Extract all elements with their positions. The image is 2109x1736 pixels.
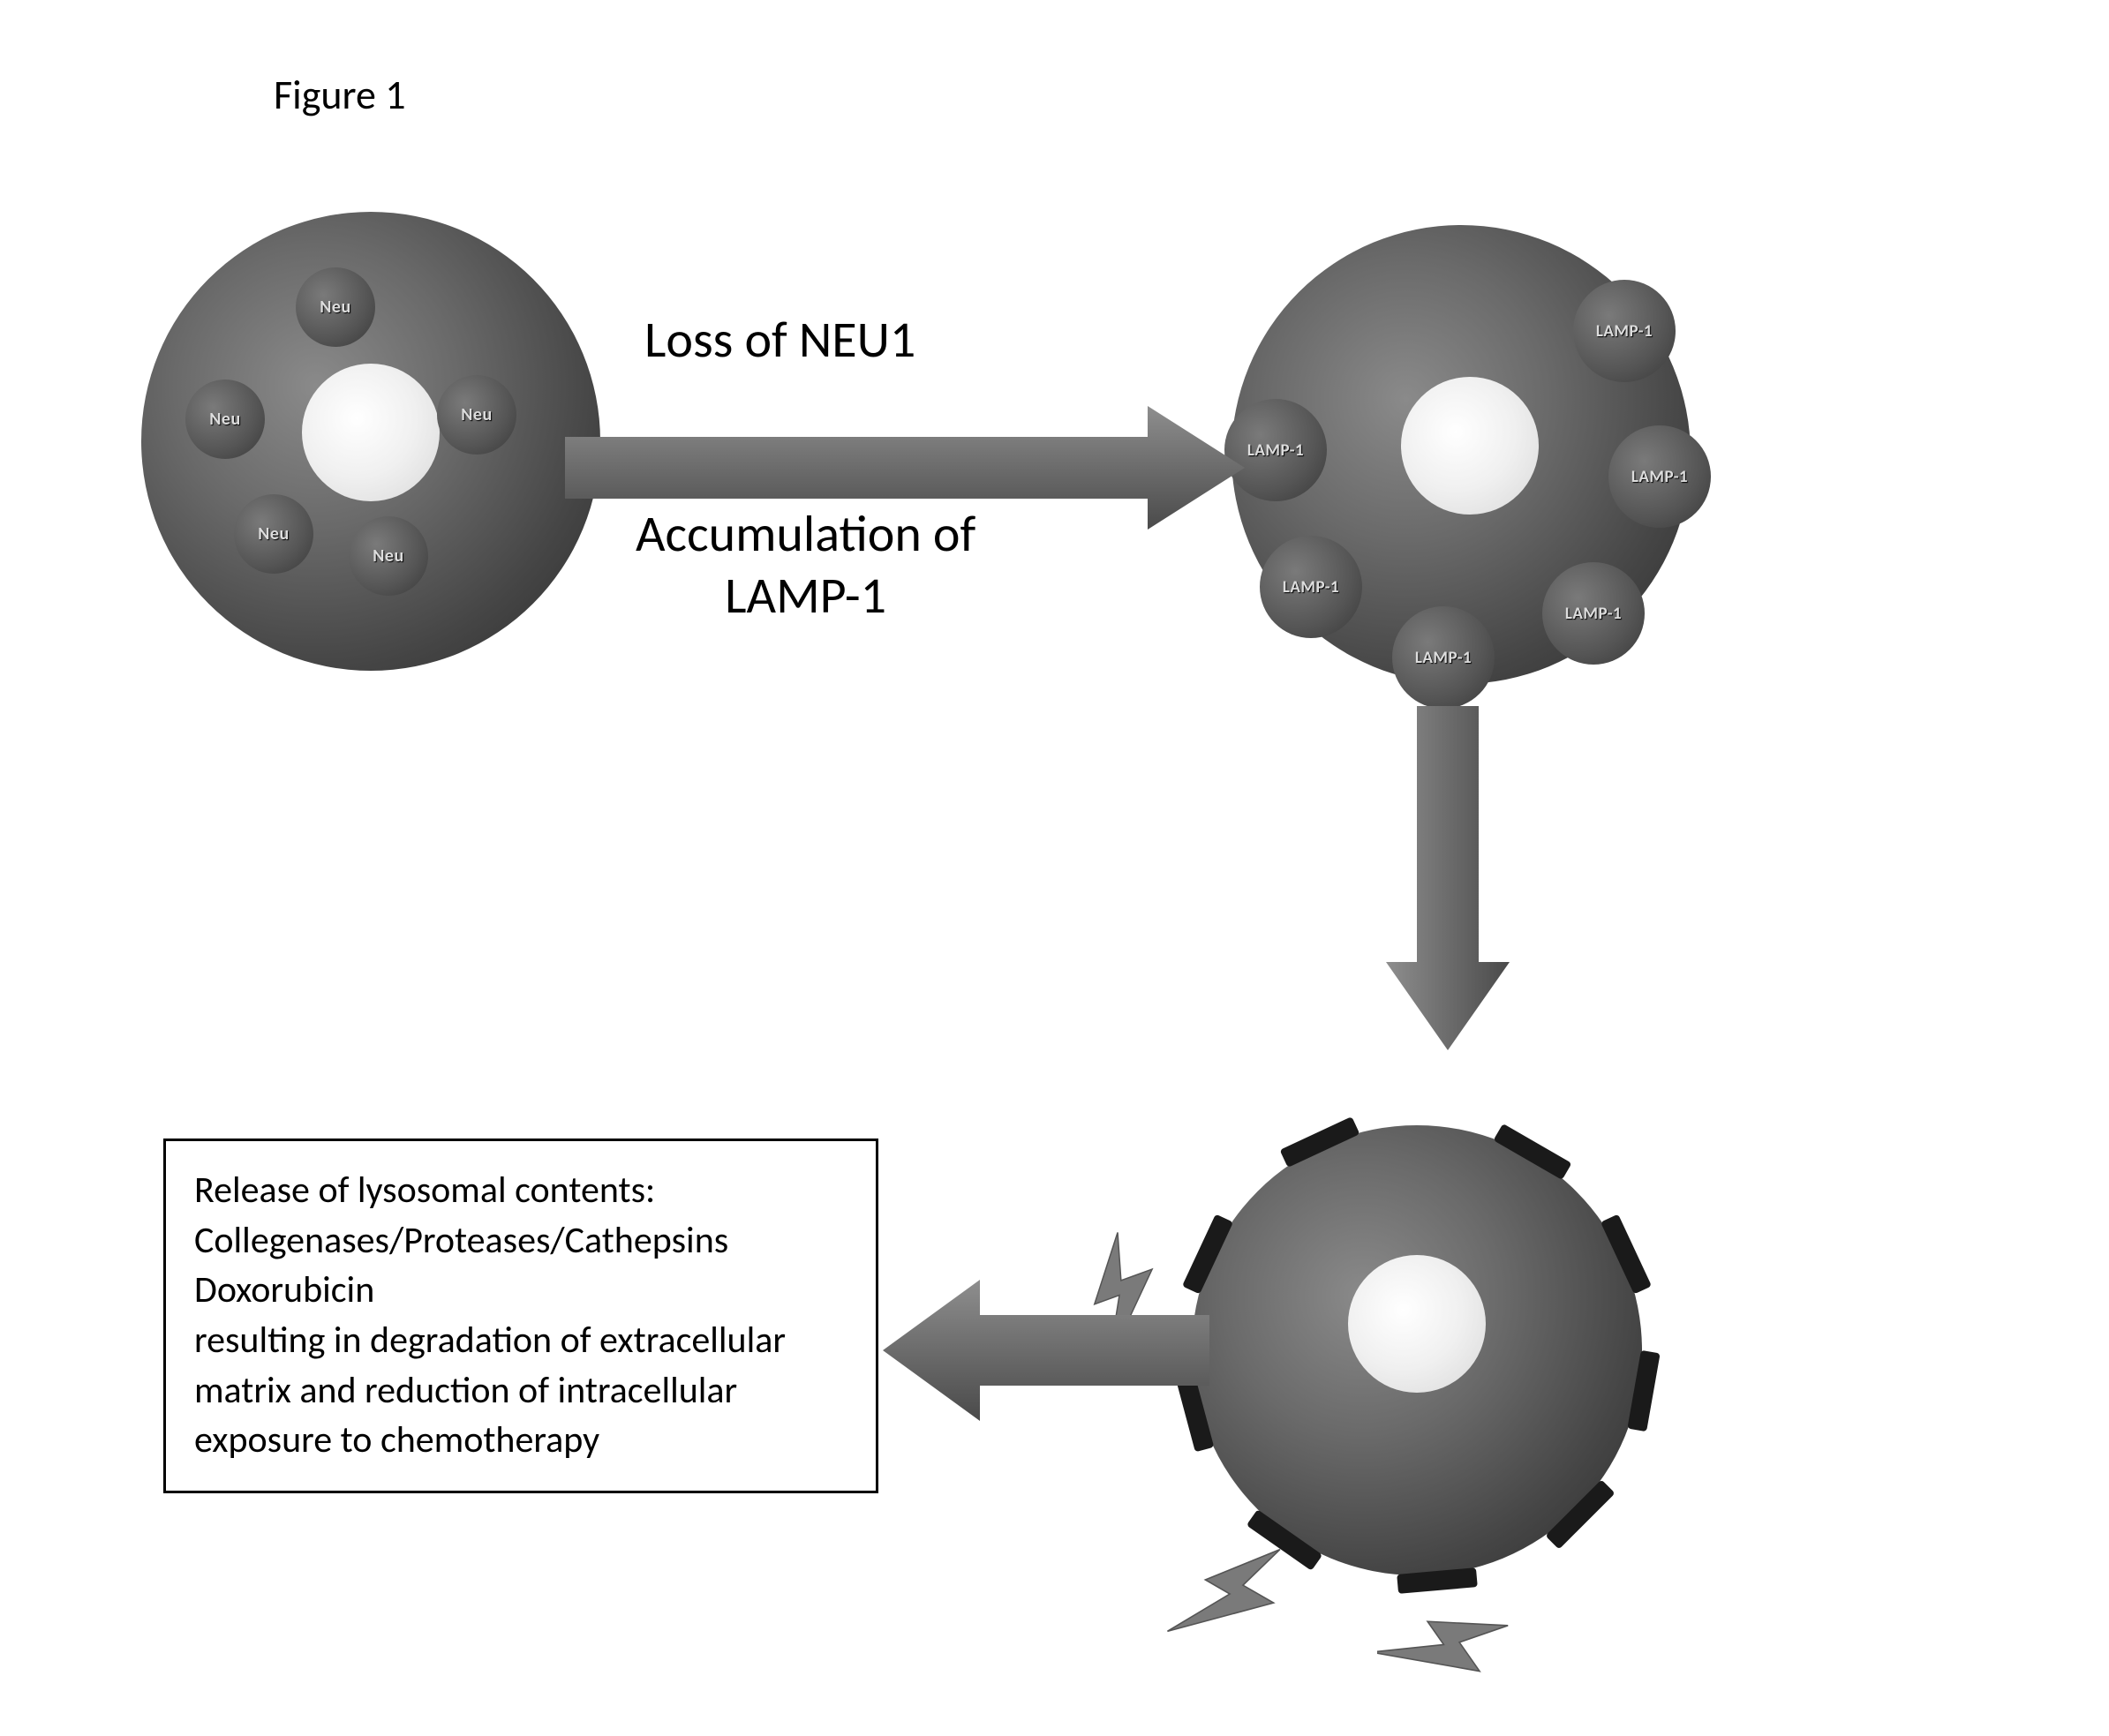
vesicle-lamp: LAMP-1 [1608, 425, 1711, 528]
nucleus-right-top [1401, 377, 1539, 515]
vesicle-lamp: LAMP-1 [1392, 606, 1495, 709]
textbox-line: exposure to chemotherapy [194, 1416, 847, 1466]
vesicle-neu: Neu [349, 516, 428, 596]
textbox-line: resulting in degradation of extracellula… [194, 1316, 847, 1366]
arrow-left [883, 1280, 1209, 1421]
vesicle-neu: Neu [185, 380, 265, 459]
arrow-label-top: Loss of NEU1 [644, 309, 915, 371]
figure-title: Figure 1 [274, 71, 406, 120]
cell-left: Neu Neu Neu Neu Neu [141, 212, 600, 671]
textbox-line: Collegenases/Proteases/Cathepsins [194, 1216, 847, 1266]
textbox-line: Release of lysosomal contents: [194, 1166, 847, 1216]
vesicle-neu: Neu [437, 375, 516, 455]
vesicle-lamp: LAMP-1 [1542, 562, 1645, 665]
cell-right-top: LAMP-1 LAMP-1 LAMP-1 LAMP-1 LAMP-1 LAMP-… [1232, 225, 1691, 684]
textbox-line: matrix and reduction of intracellular [194, 1366, 847, 1417]
bolt-icon [1165, 1527, 1307, 1668]
arrow-down [1386, 706, 1510, 1050]
bolt-icon [1377, 1580, 1518, 1721]
nucleus-right-bottom [1348, 1255, 1486, 1393]
vesicle-lamp: LAMP-1 [1573, 280, 1676, 382]
vesicle-lamp: LAMP-1 [1260, 536, 1362, 638]
textbox-line: Doxorubicin [194, 1266, 847, 1316]
vesicle-neu: Neu [296, 267, 375, 347]
nucleus-left [302, 364, 440, 501]
arrow-label-bottom: Accumulation of LAMP-1 [636, 503, 975, 626]
vesicle-neu: Neu [234, 494, 313, 574]
results-textbox: Release of lysosomal contents: Collegena… [163, 1139, 878, 1493]
